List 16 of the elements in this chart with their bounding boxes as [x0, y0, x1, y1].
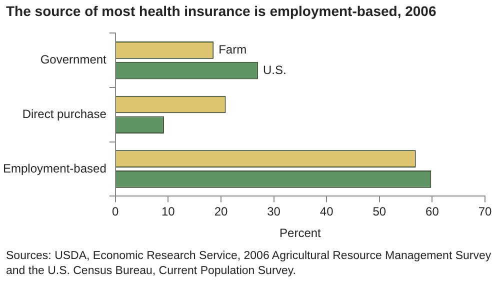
series-label: Farm	[218, 42, 247, 56]
x-tick-label: 10	[162, 204, 176, 219]
x-tick-label: 20	[214, 204, 228, 219]
y-tick-label: Employment-based	[2, 161, 106, 176]
x-tick-label: 40	[320, 204, 334, 219]
x-tick-label: 70	[478, 204, 492, 219]
x-tick-label: 60	[426, 204, 440, 219]
y-tick-label: Direct purchase	[22, 107, 107, 122]
source-note: Sources: USDA, Economic Research Service, 2006 Agricultural Resource Management Survey and the U.S. Census Bureau, Current Population Survey.	[5, 249, 492, 279]
chart-title: The source of most health insurance is employment-based, 2006	[5, 2, 438, 21]
series-label: U.S.	[262, 62, 286, 77]
x-tick-label: 30	[267, 204, 281, 219]
y-tick-label: Government	[40, 52, 108, 67]
x-axis-title: Percent	[280, 226, 322, 240]
x-tick-label: 0	[112, 204, 120, 219]
x-tick-label: 50	[372, 204, 386, 219]
